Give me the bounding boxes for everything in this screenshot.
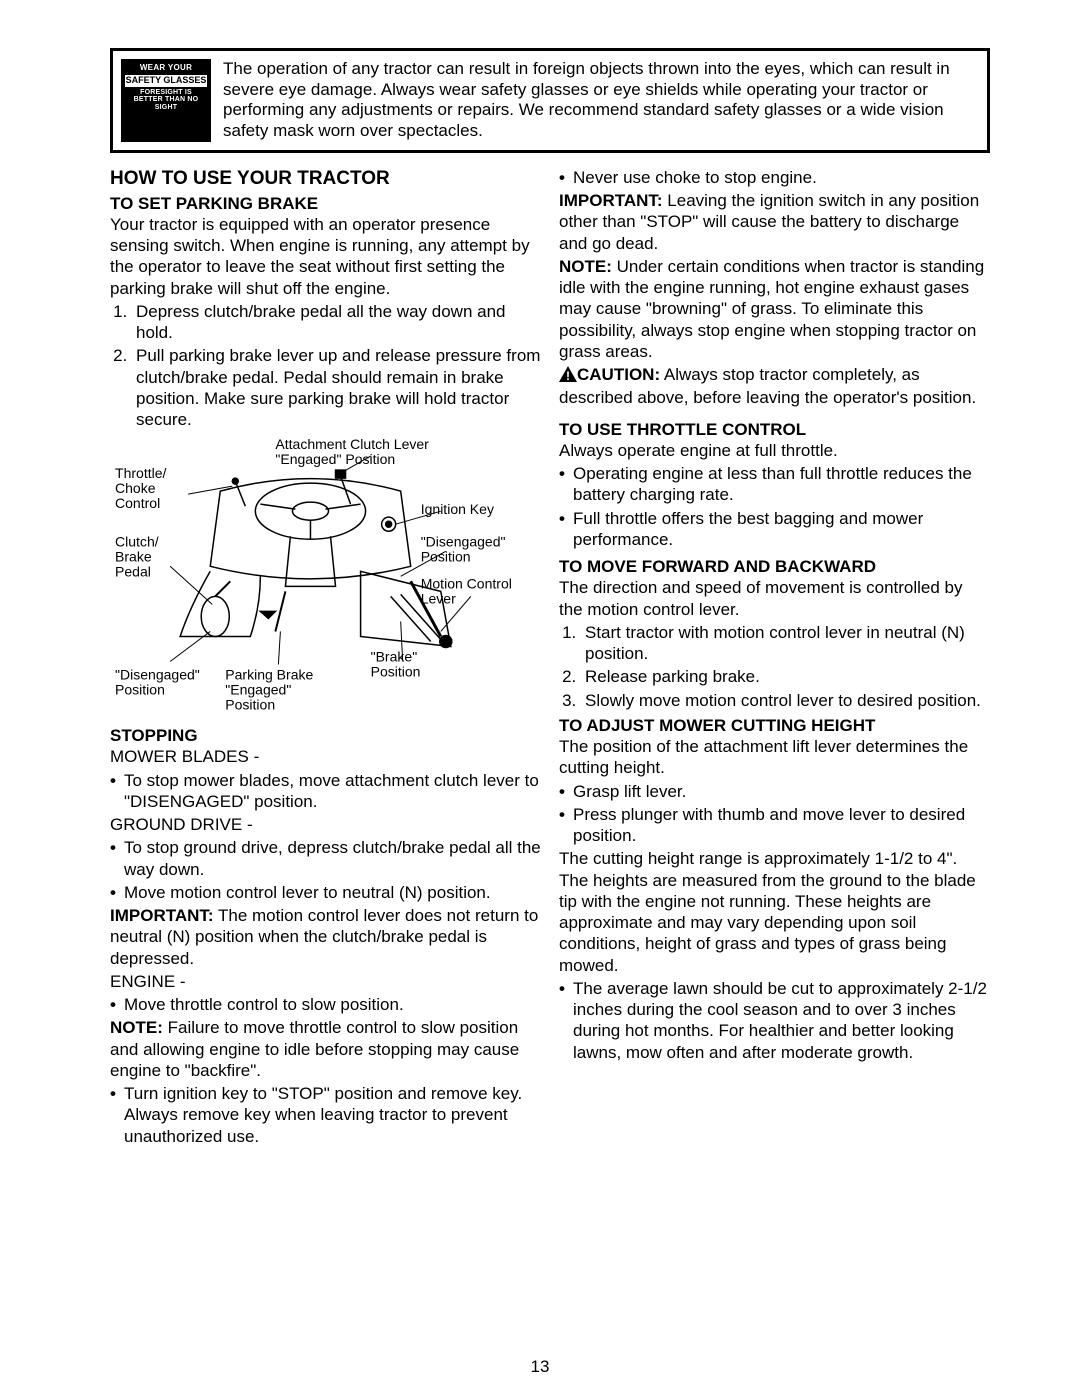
parking-steps: Depress clutch/brake pedal all the way d… xyxy=(110,301,541,431)
engine-heading: ENGINE - xyxy=(110,971,541,992)
note-text-2: Under certain conditions when tractor is… xyxy=(559,257,984,361)
engine-list-1: Move throttle control to slow position. xyxy=(110,994,541,1015)
diag-attach-label: Attachment Clutch Lever"Engaged" Positio… xyxy=(275,436,429,467)
diag-diseng-label: "Disengaged"Position xyxy=(115,667,200,698)
move-heading: TO MOVE FORWARD AND BACKWARD xyxy=(559,556,990,577)
content-columns: HOW TO USE YOUR TRACTOR TO SET PARKING B… xyxy=(110,167,990,1149)
mower-blades-list: To stop mower blades, move attachment cl… xyxy=(110,770,541,813)
tractor-controls-diagram: Throttle/ChokeControl Clutch/BrakePedal … xyxy=(110,436,541,717)
move-step-3: Slowly move motion control lever to desi… xyxy=(581,690,990,711)
note-label-2: NOTE: xyxy=(559,257,612,276)
icon-line2: SAFETY GLASSES xyxy=(125,75,207,87)
height-intro: The position of the attachment lift leve… xyxy=(559,736,990,779)
stopping-heading: STOPPING xyxy=(110,725,541,746)
move-intro: The direction and speed of movement is c… xyxy=(559,577,990,620)
parking-step-2: Pull parking brake lever up and release … xyxy=(132,345,541,430)
height-list-2: The average lawn should be cut to approx… xyxy=(559,978,990,1063)
ground-drive-bullet-1: To stop ground drive, depress clutch/bra… xyxy=(124,837,541,880)
important-motion-control: IMPORTANT: The motion control lever does… xyxy=(110,905,541,969)
note-backfire: NOTE: Failure to move throttle control t… xyxy=(110,1017,541,1081)
page-number: 13 xyxy=(531,1356,550,1377)
height-heading: TO ADJUST MOWER CUTTING HEIGHT xyxy=(559,715,990,736)
safety-warning-text: The operation of any tractor can result … xyxy=(223,59,977,142)
important-label: IMPORTANT: xyxy=(110,906,214,925)
height-list-1: Grasp lift lever. Press plunger with thu… xyxy=(559,781,990,847)
ground-drive-list: To stop ground drive, depress clutch/bra… xyxy=(110,837,541,903)
throttle-bullet-1: Operating engine at less than full throt… xyxy=(573,463,990,506)
choke-bullet: Never use choke to stop engine. xyxy=(573,167,990,188)
note-label: NOTE: xyxy=(110,1018,163,1037)
throttle-heading: TO USE THROTTLE CONTROL xyxy=(559,419,990,440)
engine-bullet-1: Move throttle control to slow position. xyxy=(124,994,541,1015)
diag-diseng2-label: "Disengaged"Position xyxy=(421,534,506,565)
height-bullet-3: The average lawn should be cut to approx… xyxy=(573,978,990,1063)
icon-line1: WEAR YOUR xyxy=(125,64,207,73)
safety-warning-box: WEAR YOUR SAFETY GLASSES FORESIGHT IS BE… xyxy=(110,48,990,153)
caution-label: CAUTION: xyxy=(577,365,660,384)
move-step-1: Start tractor with motion control lever … xyxy=(581,622,990,665)
parking-intro: Your tractor is equipped with an operato… xyxy=(110,214,541,299)
height-bullet-2: Press plunger with thumb and move lever … xyxy=(573,804,990,847)
safety-glasses-icon: WEAR YOUR SAFETY GLASSES FORESIGHT IS BE… xyxy=(121,59,211,142)
note-text: Failure to move throttle control to slow… xyxy=(110,1018,519,1080)
caution-stop: ! CAUTION: Always stop tractor completel… xyxy=(559,364,990,409)
ground-drive-bullet-2: Move motion control lever to neutral (N)… xyxy=(124,882,541,903)
important-ignition: IMPORTANT: Leaving the ignition switch i… xyxy=(559,190,990,254)
icon-line3: FORESIGHT IS BETTER THAN NO SIGHT xyxy=(125,89,207,112)
choke-list: Never use choke to stop engine. xyxy=(559,167,990,188)
left-column: HOW TO USE YOUR TRACTOR TO SET PARKING B… xyxy=(110,167,541,1149)
note-browning: NOTE: Under certain conditions when trac… xyxy=(559,256,990,362)
throttle-intro: Always operate engine at full throttle. xyxy=(559,440,990,461)
diag-throttle-label: Throttle/ChokeControl xyxy=(115,466,167,512)
diag-ignition-label: Ignition Key xyxy=(421,502,494,518)
right-column: Never use choke to stop engine. IMPORTAN… xyxy=(559,167,990,1149)
move-step-2: Release parking brake. xyxy=(581,666,990,687)
throttle-bullet-2: Full throttle offers the best bagging an… xyxy=(573,508,990,551)
height-range: The cutting height range is approximatel… xyxy=(559,848,990,976)
parking-brake-heading: TO SET PARKING BRAKE xyxy=(110,193,541,214)
important-label-2: IMPORTANT: xyxy=(559,191,663,210)
diag-parkbrake-label: Parking Brake"Engaged"Position xyxy=(225,667,313,713)
engine-bullet-2: Turn ignition key to "STOP" position and… xyxy=(124,1083,541,1147)
caution-triangle-icon: ! xyxy=(559,366,577,387)
ground-drive-heading: GROUND DRIVE - xyxy=(110,814,541,835)
throttle-list: Operating engine at less than full throt… xyxy=(559,463,990,550)
section-title: HOW TO USE YOUR TRACTOR xyxy=(110,167,541,191)
mower-blades-bullet: To stop mower blades, move attachment cl… xyxy=(124,770,541,813)
diag-brake-label: "Brake"Position xyxy=(371,649,421,680)
move-steps: Start tractor with motion control lever … xyxy=(559,622,990,711)
diag-clutch-label: Clutch/BrakePedal xyxy=(115,534,159,580)
engine-list-2: Turn ignition key to "STOP" position and… xyxy=(110,1083,541,1147)
mower-blades-heading: MOWER BLADES - xyxy=(110,746,541,767)
svg-text:!: ! xyxy=(566,369,570,382)
diagram-svg: Throttle/ChokeControl Clutch/BrakePedal … xyxy=(110,436,541,717)
height-bullet-1: Grasp lift lever. xyxy=(573,781,990,802)
parking-step-1: Depress clutch/brake pedal all the way d… xyxy=(132,301,541,344)
